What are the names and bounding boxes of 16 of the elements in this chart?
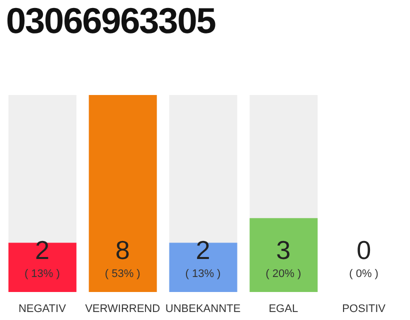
data-label: 2: [196, 235, 210, 265]
annotation: ( 53% ): [104, 268, 140, 280]
data-label: 3: [276, 235, 291, 265]
x-tick-label: UNBEKANNTE: [165, 303, 241, 315]
x-tick-label: NEGATIV: [18, 303, 67, 315]
x-tick-label: VERWIRREND: [85, 303, 160, 315]
annotation: ( 20% ): [266, 268, 302, 280]
chart-title: 03066963305: [6, 0, 216, 42]
annotation: ( 13% ): [24, 268, 60, 280]
annotation: ( 13% ): [185, 268, 221, 280]
annotation: ( 0% ): [349, 268, 378, 280]
x-tick-label: EGAL: [268, 303, 298, 315]
data-label: 2: [34, 235, 50, 265]
x-tick-label: POSITIV: [342, 303, 386, 315]
data-label: 0: [356, 235, 372, 265]
data-label: 8: [115, 235, 130, 265]
